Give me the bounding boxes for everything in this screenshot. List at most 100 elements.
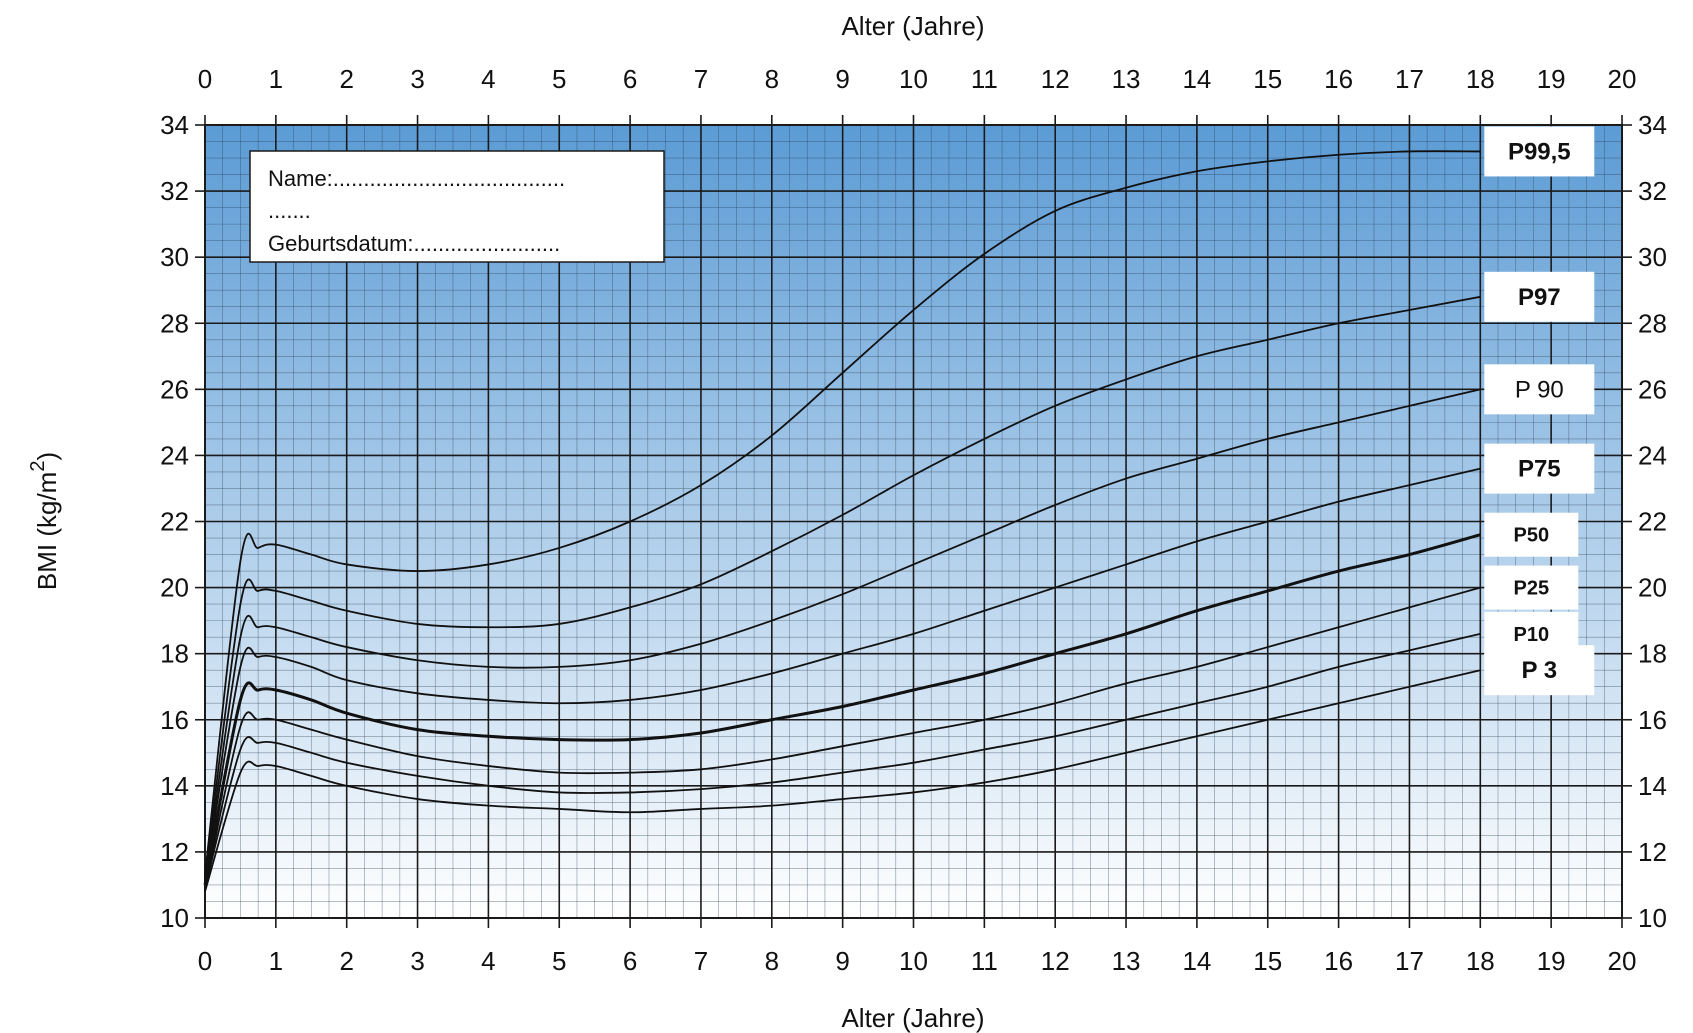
x-tick-label-top: 15 bbox=[1253, 64, 1282, 94]
y-tick-label-left: 34 bbox=[160, 110, 189, 140]
y-tick-label-left: 28 bbox=[160, 308, 189, 338]
x-tick-label-top: 19 bbox=[1537, 64, 1566, 94]
y-axis-title-main: BMI (kg/m bbox=[32, 472, 62, 590]
x-tick-label-top: 17 bbox=[1395, 64, 1424, 94]
x-tick-label-bottom: 4 bbox=[481, 946, 495, 976]
x-tick-label-top: 20 bbox=[1608, 64, 1637, 94]
x-axis-title-top: Alter (Jahre) bbox=[841, 11, 984, 41]
axis-tick-labels: 0011223344556677889910101111121213131414… bbox=[160, 64, 1667, 976]
percentile-curves bbox=[203, 150, 1481, 892]
name-entry-box: Name:...................................… bbox=[249, 150, 665, 263]
y-tick-label-right: 22 bbox=[1638, 507, 1667, 537]
x-tick-label-top: 2 bbox=[339, 64, 353, 94]
birthdate-field[interactable]: Geburtsdatum:........................ bbox=[268, 231, 560, 256]
x-tick-label-top: 13 bbox=[1112, 64, 1141, 94]
y-tick-label-right: 14 bbox=[1638, 771, 1667, 801]
label-p10: P10 bbox=[1514, 624, 1550, 646]
x-tick-label-top: 6 bbox=[623, 64, 637, 94]
series-line-p10 bbox=[204, 632, 1481, 889]
series-line-p-3 bbox=[204, 669, 1481, 892]
label-p-3: P 3 bbox=[1522, 657, 1558, 684]
y-tick-label-left: 32 bbox=[160, 176, 189, 206]
x-tick-label-bottom: 1 bbox=[269, 946, 283, 976]
x-tick-label-bottom: 2 bbox=[339, 946, 353, 976]
y-tick-label-right: 20 bbox=[1638, 573, 1667, 603]
percentile-labels: P99,5 P97 P 90 P75 P50 P25 P10 P 3 bbox=[1484, 126, 1595, 696]
label-p97: P97 bbox=[1518, 284, 1561, 311]
y-tick-label-left: 20 bbox=[160, 573, 189, 603]
y-tick-label-left: 14 bbox=[160, 771, 189, 801]
y-tick-label-right: 24 bbox=[1638, 440, 1667, 470]
y-tick-label-right: 30 bbox=[1638, 242, 1667, 272]
x-tick-label-top: 3 bbox=[410, 64, 424, 94]
label-box-p25 bbox=[1484, 565, 1579, 610]
x-tick-label-bottom: 10 bbox=[899, 946, 928, 976]
label-box-p99-5 bbox=[1484, 126, 1595, 177]
y-tick-label-right: 18 bbox=[1638, 639, 1667, 669]
series-line-p97 bbox=[204, 295, 1481, 879]
x-tick-label-top: 4 bbox=[481, 64, 495, 94]
label-p-90: P 90 bbox=[1515, 376, 1564, 403]
x-axis-title-bottom: Alter (Jahre) bbox=[841, 1003, 984, 1033]
y-tick-label-left: 30 bbox=[160, 242, 189, 272]
x-tick-label-top: 1 bbox=[269, 64, 283, 94]
x-tick-label-bottom: 6 bbox=[623, 946, 637, 976]
y-tick-label-right: 16 bbox=[1638, 705, 1667, 735]
x-tick-label-top: 5 bbox=[552, 64, 566, 94]
x-tick-label-top: 9 bbox=[835, 64, 849, 94]
y-tick-label-right: 32 bbox=[1638, 176, 1667, 206]
name-field[interactable]: Name:...................................… bbox=[268, 166, 565, 191]
series-line-p-90 bbox=[204, 388, 1481, 882]
x-tick-label-top: 11 bbox=[971, 64, 998, 94]
label-box-p75 bbox=[1484, 443, 1595, 494]
y-tick-label-left: 18 bbox=[160, 639, 189, 669]
label-p75: P75 bbox=[1518, 456, 1561, 483]
x-tick-label-top: 10 bbox=[899, 64, 928, 94]
x-tick-label-bottom: 15 bbox=[1253, 946, 1282, 976]
x-tick-label-bottom: 9 bbox=[835, 946, 849, 976]
x-tick-label-bottom: 5 bbox=[552, 946, 566, 976]
x-tick-label-top: 14 bbox=[1182, 64, 1211, 94]
x-tick-label-top: 8 bbox=[765, 64, 779, 94]
x-tick-label-bottom: 3 bbox=[410, 946, 424, 976]
x-tick-label-bottom: 11 bbox=[971, 946, 998, 976]
y-tick-label-left: 24 bbox=[160, 440, 189, 470]
y-tick-label-left: 12 bbox=[160, 837, 189, 867]
label-box-p-3 bbox=[1484, 645, 1595, 696]
y-tick-label-right: 34 bbox=[1638, 110, 1667, 140]
x-tick-label-bottom: 14 bbox=[1182, 946, 1211, 976]
y-tick-label-right: 12 bbox=[1638, 837, 1667, 867]
label-p25: P25 bbox=[1514, 578, 1550, 600]
x-tick-label-bottom: 20 bbox=[1608, 946, 1637, 976]
y-tick-label-right: 26 bbox=[1638, 374, 1667, 404]
name-entry-box-frame bbox=[249, 150, 665, 263]
x-tick-label-bottom: 19 bbox=[1537, 946, 1566, 976]
y-axis-title: BMI (kg/m2) bbox=[27, 452, 62, 590]
x-tick-label-top: 16 bbox=[1324, 64, 1353, 94]
y-tick-label-left: 10 bbox=[160, 903, 189, 933]
y-tick-label-left: 26 bbox=[160, 374, 189, 404]
name-field-continuation[interactable]: ....... bbox=[268, 198, 311, 223]
axis-ticks bbox=[195, 115, 1632, 928]
y-tick-label-right: 10 bbox=[1638, 903, 1667, 933]
x-tick-label-bottom: 17 bbox=[1395, 946, 1424, 976]
y-tick-label-left: 16 bbox=[160, 705, 189, 735]
x-tick-label-bottom: 0 bbox=[198, 946, 212, 976]
x-tick-label-bottom: 7 bbox=[694, 946, 708, 976]
x-tick-label-top: 7 bbox=[694, 64, 708, 94]
label-p99-5: P99,5 bbox=[1508, 138, 1571, 165]
x-tick-label-bottom: 18 bbox=[1466, 946, 1495, 976]
y-axis-title-close: ) bbox=[32, 452, 62, 461]
label-box-p-90 bbox=[1484, 364, 1595, 415]
series-line-p50 bbox=[203, 533, 1481, 886]
x-tick-label-top: 0 bbox=[198, 64, 212, 94]
x-tick-label-bottom: 16 bbox=[1324, 946, 1353, 976]
y-axis-title-superscript: 2 bbox=[27, 461, 49, 472]
label-box-p50 bbox=[1484, 512, 1579, 557]
x-tick-label-bottom: 12 bbox=[1041, 946, 1070, 976]
x-tick-label-bottom: 13 bbox=[1112, 946, 1141, 976]
x-tick-label-top: 12 bbox=[1041, 64, 1070, 94]
y-tick-label-right: 28 bbox=[1638, 308, 1667, 338]
series-line-p99-5 bbox=[204, 150, 1481, 876]
